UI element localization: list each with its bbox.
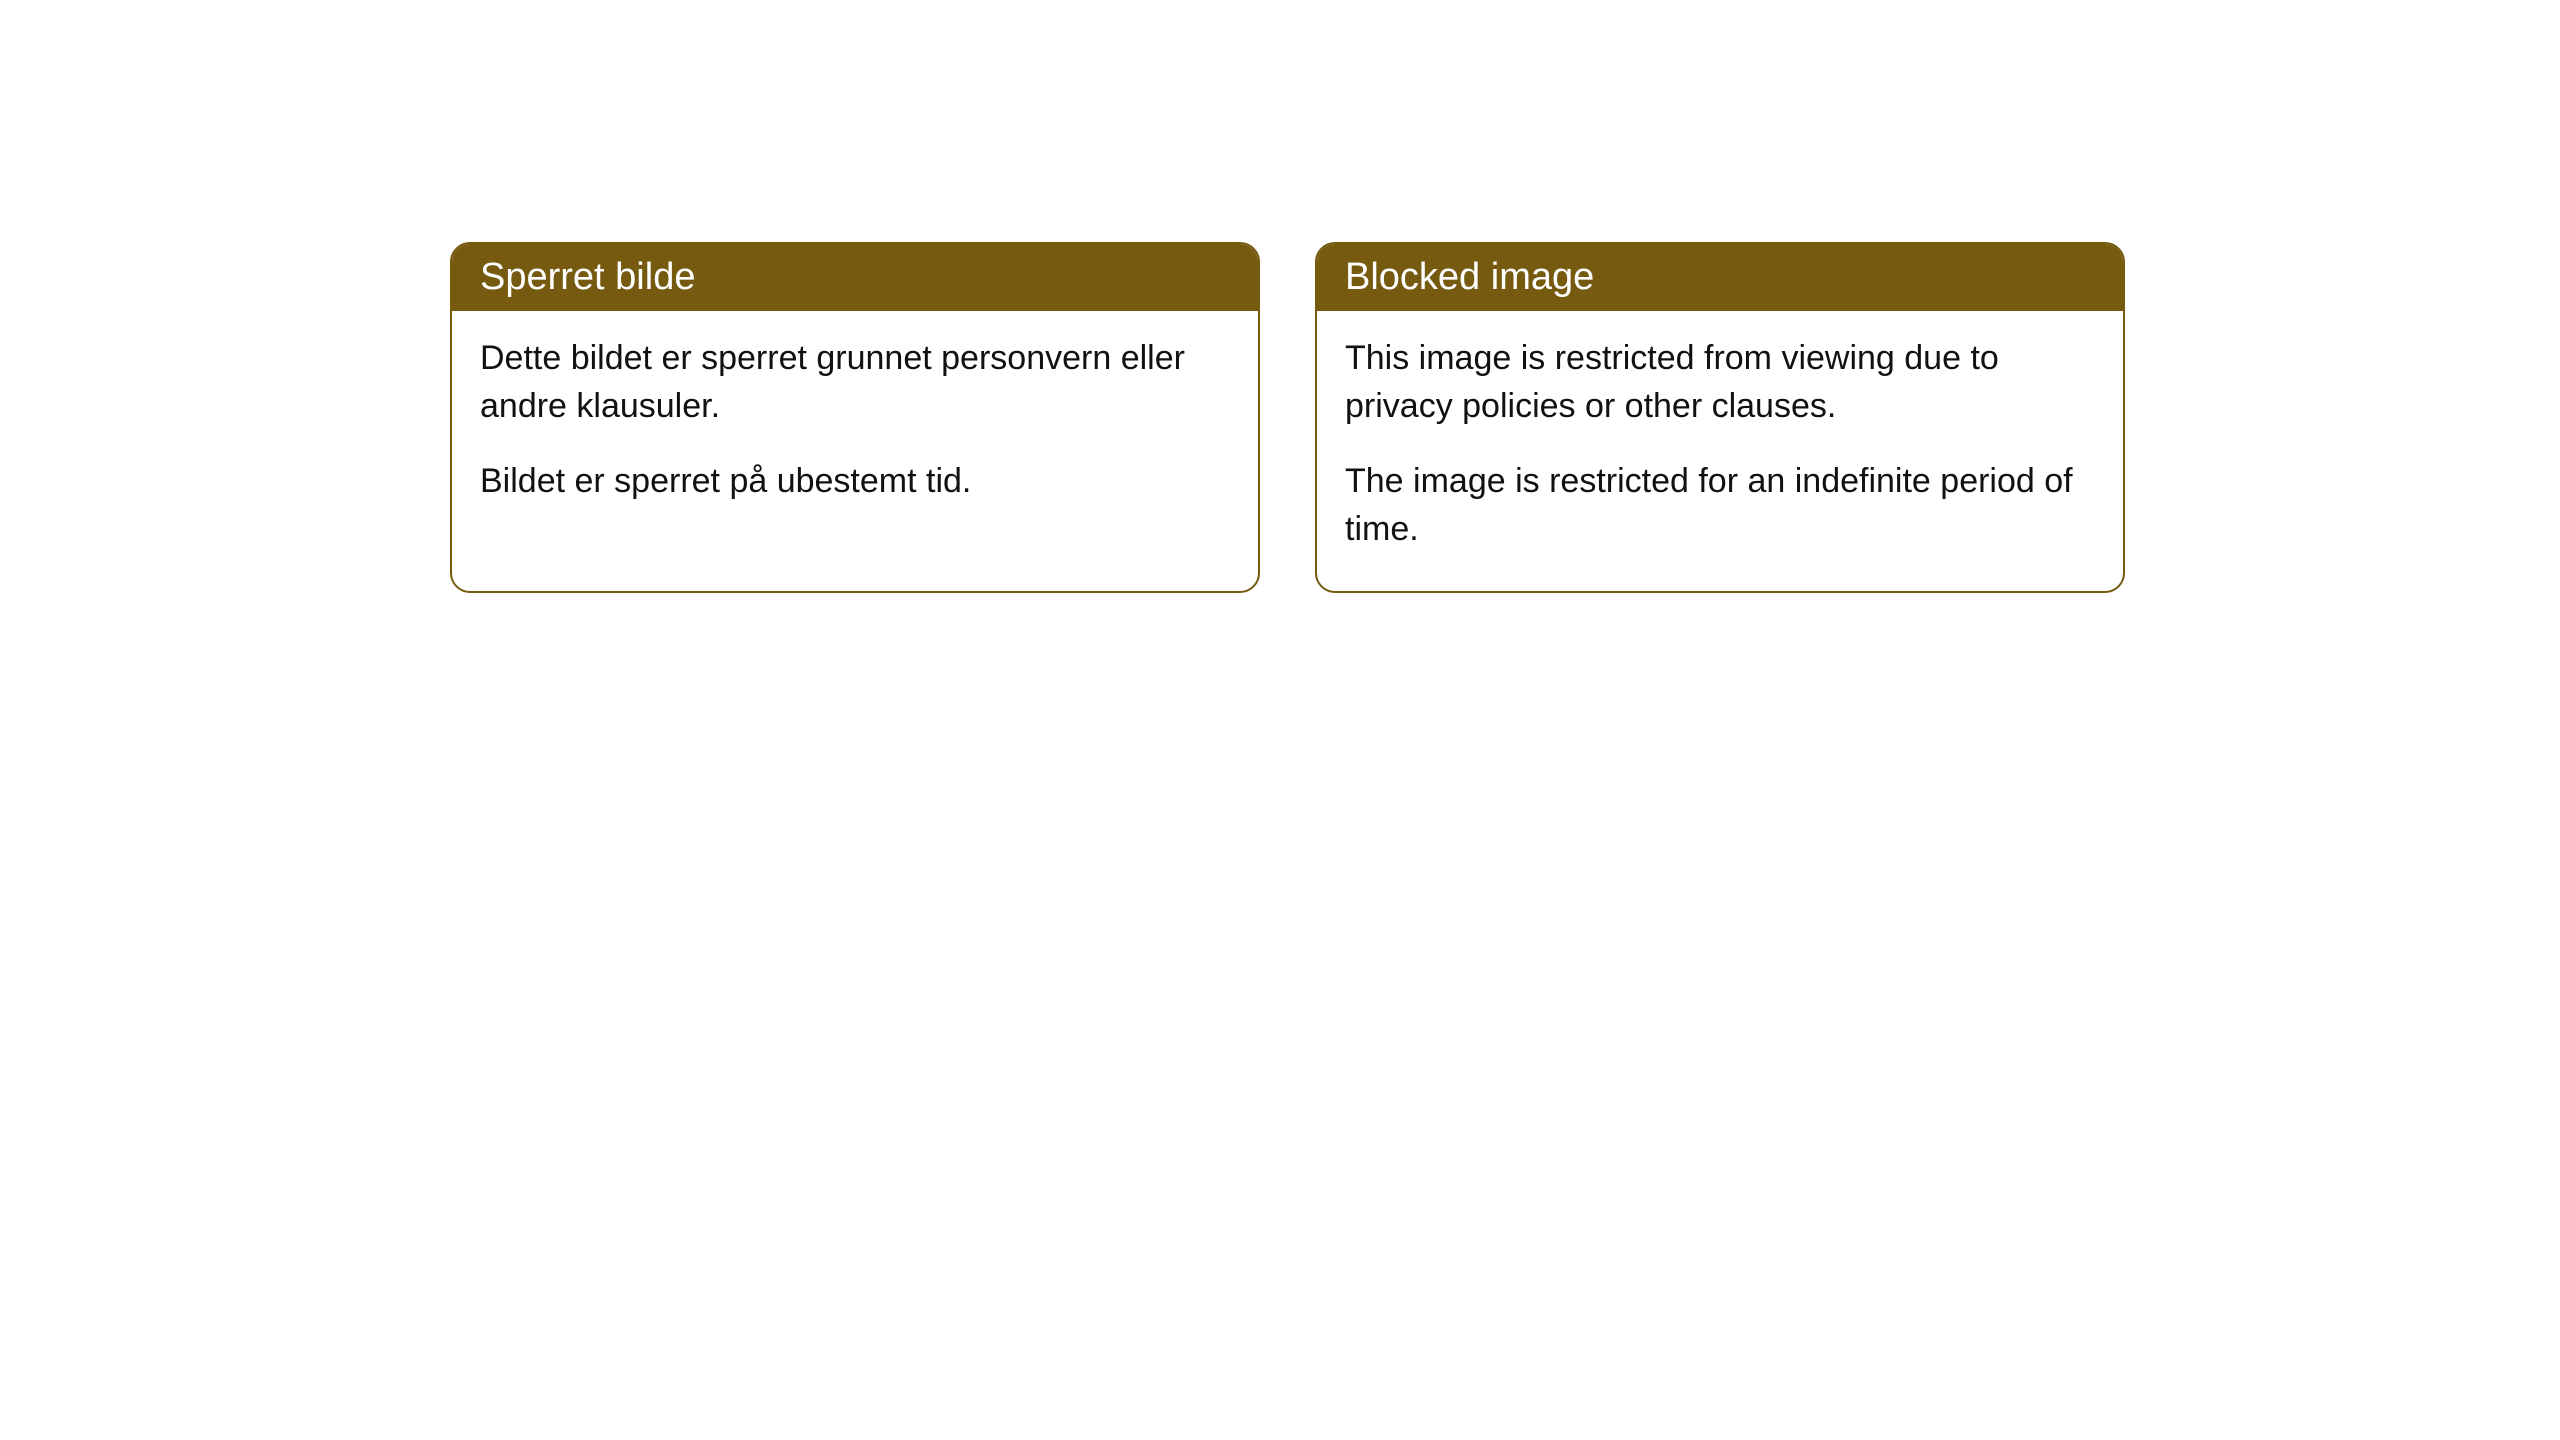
blocked-image-card-norwegian: Sperret bilde Dette bildet er sperret gr… xyxy=(450,242,1260,593)
card-paragraph-1: Dette bildet er sperret grunnet personve… xyxy=(480,335,1230,430)
card-body: Dette bildet er sperret grunnet personve… xyxy=(452,311,1258,544)
cards-container: Sperret bilde Dette bildet er sperret gr… xyxy=(450,242,2125,593)
card-paragraph-2: The image is restricted for an indefinit… xyxy=(1345,458,2095,553)
card-paragraph-2: Bildet er sperret på ubestemt tid. xyxy=(480,458,1230,506)
blocked-image-card-english: Blocked image This image is restricted f… xyxy=(1315,242,2125,593)
card-body: This image is restricted from viewing du… xyxy=(1317,311,2123,591)
card-paragraph-1: This image is restricted from viewing du… xyxy=(1345,335,2095,430)
card-title: Sperret bilde xyxy=(452,244,1258,311)
card-title: Blocked image xyxy=(1317,244,2123,311)
